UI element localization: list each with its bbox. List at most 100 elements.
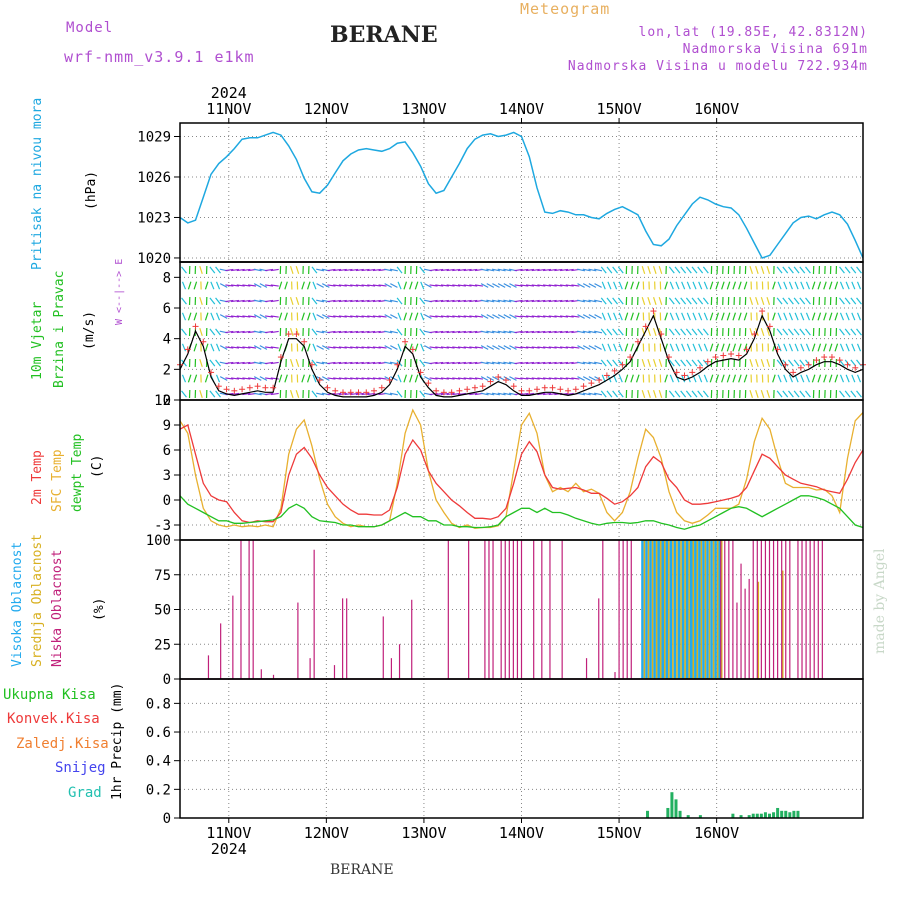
wind-arrow — [350, 268, 359, 272]
wind-arrow — [709, 312, 714, 321]
wind-arrow — [760, 359, 765, 367]
wind-arrow — [565, 330, 574, 334]
wind-arrow — [219, 283, 228, 288]
wind-arrow — [520, 299, 529, 303]
wind-arrow — [811, 281, 816, 290]
wind-arrow — [652, 390, 657, 398]
wind-arrow — [333, 299, 342, 303]
wind-arrow — [193, 374, 198, 383]
wind-arrow — [787, 328, 794, 336]
wind-arrow — [289, 297, 294, 305]
wind-arrow — [446, 361, 455, 365]
wind-arrow — [647, 359, 651, 367]
wind-arrow — [766, 297, 771, 305]
wind-arrow — [856, 297, 862, 305]
wind-arrow — [469, 361, 478, 365]
wind-arrow — [463, 377, 472, 380]
total-rain-bar — [666, 807, 670, 818]
wind-arrow — [265, 346, 274, 349]
wind-arrow — [565, 361, 574, 365]
wind-arrow — [480, 299, 489, 303]
wind-arrow — [554, 377, 563, 380]
wind-arrow — [327, 377, 336, 380]
wind-arrow — [361, 330, 370, 334]
wind-arrow — [669, 343, 674, 352]
wind-arrow — [811, 312, 816, 321]
total-rain-bar — [772, 812, 776, 818]
wind-arrow — [270, 377, 279, 380]
wind-arrow — [492, 283, 500, 288]
wind-arrow — [542, 268, 552, 272]
wind-arrow — [480, 268, 489, 272]
date-label-bottom: 14NOV — [499, 824, 544, 842]
wind-arrow — [805, 266, 811, 274]
wind-arrow — [344, 315, 353, 318]
wind-arrow — [856, 312, 862, 321]
wind-arrow — [390, 376, 398, 381]
wind-arrow — [793, 328, 800, 336]
wind-arrow — [435, 392, 444, 396]
wind-arrow — [424, 345, 432, 350]
y-tick-label: 0 — [163, 493, 171, 509]
wind-arrow — [613, 281, 618, 290]
wind-arrow — [600, 390, 607, 398]
wind-arrow — [525, 392, 535, 396]
wind-arrow — [630, 312, 634, 321]
wind-arrow — [429, 361, 438, 365]
total-rain-bar — [759, 813, 763, 818]
wind-arrow — [204, 343, 209, 352]
wind-arrow — [531, 361, 540, 365]
y-tick-label: 75 — [154, 568, 171, 584]
wind-arrow — [270, 330, 279, 334]
wind-arrow — [457, 299, 466, 303]
wind-arrow — [709, 374, 714, 383]
wind-arrow — [446, 284, 455, 287]
wind-arrow — [497, 345, 506, 350]
wind-arrow — [800, 312, 805, 321]
wind-arrow — [367, 346, 376, 349]
wind-arrow — [236, 268, 245, 272]
wind-arrow — [794, 281, 799, 290]
wind-arrow — [776, 297, 783, 305]
wind-arrow — [856, 281, 862, 290]
wind-arrow — [668, 297, 675, 305]
temp2m-line — [179, 424, 864, 524]
y-tick-label: 1023 — [137, 210, 171, 226]
wind-arrow — [284, 374, 288, 383]
wind-arrow — [457, 346, 466, 349]
footer-station: BERANE — [330, 862, 394, 878]
wind-arrow — [338, 361, 347, 365]
wind-arrow — [594, 330, 603, 334]
wind-arrow — [424, 283, 432, 288]
wind-arrow — [248, 377, 257, 380]
y-tick-label: 0 — [163, 811, 171, 827]
wind-arrow — [355, 392, 364, 396]
wind-arrow — [209, 266, 216, 274]
wind-arrow — [607, 343, 612, 352]
wind-arrow — [799, 390, 806, 398]
wind-arrow — [680, 328, 687, 336]
y-tick-label: 0.2 — [146, 782, 171, 798]
wind-arrow — [327, 284, 336, 287]
wind-arrow — [548, 299, 557, 303]
wind-arrow — [738, 374, 742, 383]
wind-arrow — [215, 343, 221, 352]
wind-arrow — [480, 330, 489, 334]
wind-arrow — [674, 297, 681, 305]
wind-arrow — [715, 281, 719, 290]
total-rain-bar — [796, 810, 800, 818]
y-tick-label: 1026 — [137, 170, 171, 186]
wind-arrow — [834, 343, 839, 352]
wind-arrow — [327, 330, 336, 334]
wind-arrow — [565, 377, 574, 380]
wind-arrow — [306, 281, 311, 290]
wind-arrow — [652, 297, 657, 305]
wind-arrow — [635, 281, 640, 290]
wind-arrow — [384, 299, 393, 303]
wind-arrow — [497, 361, 506, 365]
wind-arrow — [491, 299, 501, 303]
y-tick-label: 100 — [146, 533, 171, 549]
wind-arrow — [338, 330, 347, 334]
wind-arrow — [850, 297, 857, 305]
wind-arrow — [668, 359, 675, 367]
